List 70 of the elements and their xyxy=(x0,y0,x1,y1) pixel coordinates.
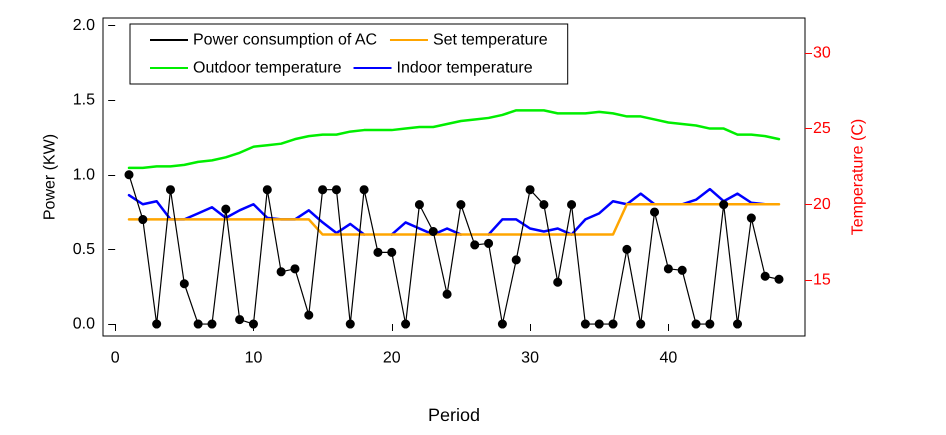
point xyxy=(650,208,660,217)
point xyxy=(774,274,784,284)
legend-label: Set temperature xyxy=(432,32,548,48)
legend-label: Indoor temperature xyxy=(396,60,533,76)
x-tick-label: 0 xyxy=(110,350,120,366)
point xyxy=(608,320,618,329)
point xyxy=(346,320,355,329)
point xyxy=(414,200,424,210)
y2-tick-label: 20 xyxy=(813,196,831,213)
point xyxy=(678,266,687,275)
point xyxy=(318,185,328,194)
point xyxy=(580,320,590,329)
point xyxy=(760,272,770,281)
point xyxy=(539,200,548,210)
point xyxy=(470,240,480,250)
point xyxy=(512,255,521,264)
point xyxy=(622,244,632,254)
point xyxy=(276,267,286,276)
point xyxy=(664,264,673,274)
point xyxy=(194,320,203,329)
point xyxy=(248,320,258,329)
x-tick-label: 20 xyxy=(382,350,401,366)
point xyxy=(456,200,466,210)
point xyxy=(401,320,410,329)
point xyxy=(636,320,646,329)
point xyxy=(166,185,175,194)
point xyxy=(442,290,452,299)
y2-tick-label: 30 xyxy=(813,44,831,62)
y-tick-label: 2.0 xyxy=(72,16,96,34)
x-axis-title: Period xyxy=(428,405,480,425)
point xyxy=(138,215,148,224)
point xyxy=(235,315,244,324)
x-tick-label: 40 xyxy=(659,350,678,366)
point xyxy=(373,248,382,257)
point xyxy=(553,278,562,287)
y-tick-label: 1.5 xyxy=(72,92,96,109)
point xyxy=(594,320,604,329)
line-series xyxy=(128,109,780,170)
y-tick-label: 0.5 xyxy=(72,240,96,258)
legend-label: Outdoor temperature xyxy=(193,60,342,76)
point xyxy=(428,226,438,236)
point xyxy=(484,238,494,248)
point xyxy=(526,185,535,194)
point xyxy=(719,200,728,210)
point xyxy=(124,170,134,180)
point xyxy=(360,185,369,194)
point xyxy=(304,310,314,320)
point xyxy=(152,320,162,329)
point xyxy=(705,320,714,329)
y2-axis-title: Temperature (C) xyxy=(850,118,866,236)
point xyxy=(733,320,742,329)
point xyxy=(746,214,756,223)
x-tick-label: 30 xyxy=(521,350,540,366)
point xyxy=(207,320,216,329)
point xyxy=(567,200,576,210)
y2-tick-label: 25 xyxy=(813,120,831,138)
point xyxy=(180,279,189,288)
point xyxy=(262,185,272,194)
point xyxy=(692,320,701,329)
y2-tick-label: 15 xyxy=(813,271,831,288)
legend-label: Power consumption of AC xyxy=(193,32,378,48)
point xyxy=(498,320,507,329)
y-tick-label: 0.0 xyxy=(72,316,96,333)
y-axis-title: Power (KW) xyxy=(42,134,58,220)
point xyxy=(290,264,300,274)
point xyxy=(332,185,341,194)
x-tick-label: 10 xyxy=(244,350,262,366)
y-tick-label: 1.0 xyxy=(72,166,96,184)
point xyxy=(387,248,396,257)
point xyxy=(221,204,230,214)
